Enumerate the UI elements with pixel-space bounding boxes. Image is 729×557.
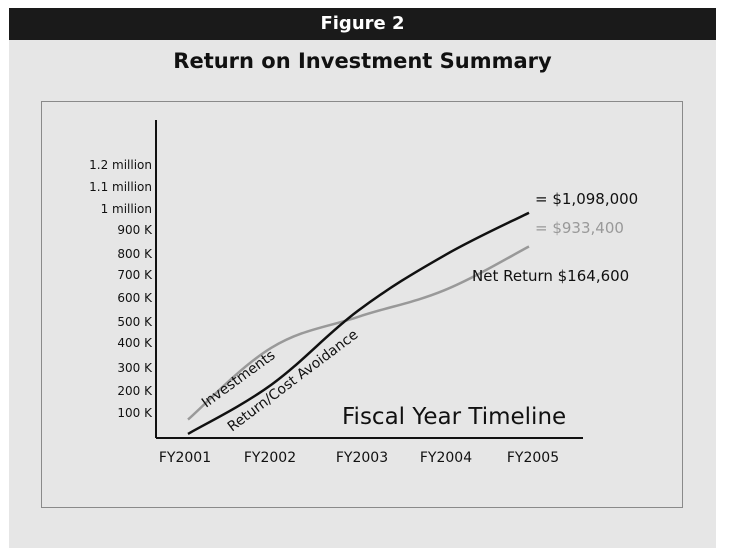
y-tick-label: 400 K [117, 336, 153, 350]
series-line-investments [187, 245, 530, 421]
net-return-annotation: Net Return $164,600 [472, 267, 629, 285]
investment-end-annotation: = $933,400 [535, 219, 624, 237]
x-tick-label: FY2001 [159, 450, 211, 466]
x-axis-title: Fiscal Year Timeline [342, 404, 566, 430]
figure-label-bar: Figure 2 [9, 8, 716, 40]
y-tick-labels: 100 K 200 K 300 K 400 K 500 K 600 K 700 K 800 K… [89, 158, 153, 420]
y-tick-label: 1.1 million [89, 180, 152, 194]
x-tick-label: FY2004 [420, 450, 472, 466]
return-end-annotation: = $1,098,000 [535, 190, 638, 208]
x-tick-labels: FY2001 FY2002 FY2003 FY2004 FY2005 [159, 450, 559, 466]
y-tick-label: 200 K [117, 384, 153, 398]
chart-title: Return on Investment Summary [173, 49, 552, 73]
y-tick-label: 1 million [101, 202, 152, 216]
figure-panel [9, 8, 716, 548]
y-tick-label: 600 K [117, 291, 153, 305]
x-tick-label: FY2003 [336, 450, 388, 466]
y-tick-label: 700 K [117, 268, 153, 282]
y-tick-label: 300 K [117, 361, 153, 375]
x-tick-label: FY2002 [244, 450, 296, 466]
series-lines [187, 211, 530, 435]
y-tick-label: 500 K [117, 315, 153, 329]
y-tick-label: 900 K [117, 223, 153, 237]
y-tick-label: 1.2 million [89, 158, 152, 172]
y-tick-label: 800 K [117, 247, 153, 261]
y-tick-label: 100 K [117, 406, 153, 420]
x-tick-label: FY2005 [507, 450, 559, 466]
chart-frame [41, 101, 683, 508]
series-line-return [187, 211, 530, 435]
